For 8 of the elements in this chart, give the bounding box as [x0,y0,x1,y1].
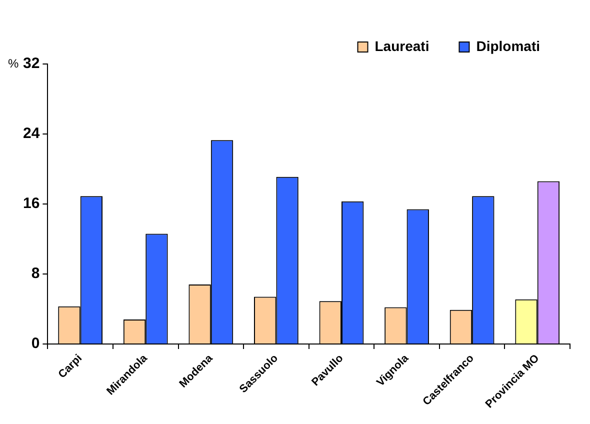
legend-label: Laureati [374,38,430,54]
y-tick-label: 32 [22,55,40,72]
y-tick-label: 0 [31,335,40,352]
y-axis-title: % [8,56,19,70]
y-tick-label: 16 [22,195,40,212]
y-tick-label: 24 [22,125,40,142]
legend-label: Diplomati [476,38,540,54]
y-tick-label: 8 [31,265,40,282]
